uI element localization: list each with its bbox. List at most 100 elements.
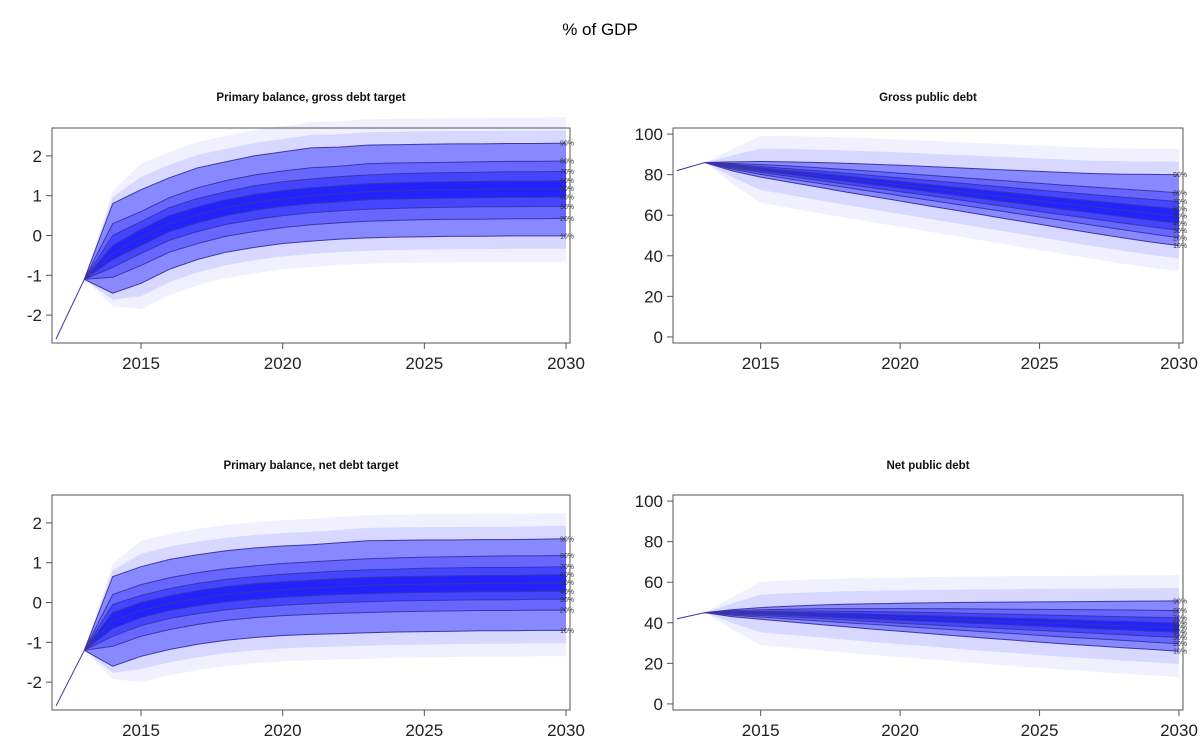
y-tick-label: 1 bbox=[33, 187, 42, 206]
quantile-line bbox=[704, 610, 1180, 619]
fan-band bbox=[84, 574, 567, 651]
quantile-label: 10% bbox=[560, 628, 574, 635]
quantile-line bbox=[704, 162, 1180, 224]
quantile-line bbox=[84, 609, 566, 651]
y-tick-label: 0 bbox=[33, 594, 42, 613]
quantile-line bbox=[704, 608, 1180, 614]
x-tick-label: 2020 bbox=[264, 721, 302, 740]
page-title: % of GDP bbox=[562, 20, 638, 39]
history-line bbox=[55, 279, 85, 340]
y-tick-label: -1 bbox=[27, 633, 42, 652]
quantile-line bbox=[704, 162, 1180, 194]
quantile-label: 30% bbox=[1173, 635, 1187, 642]
fan-band bbox=[84, 599, 567, 651]
quantile-line bbox=[83, 566, 567, 651]
chart-panel-4: Net public debt90%80%70%60%50%40%30%20%1… bbox=[635, 460, 1198, 740]
quantile-line bbox=[704, 612, 1180, 629]
y-tick-label: 80 bbox=[644, 533, 663, 552]
quantile-label: 40% bbox=[560, 589, 574, 596]
quantile-label: 30% bbox=[560, 597, 574, 604]
fan-band bbox=[84, 161, 567, 280]
y-tick-label: 1 bbox=[33, 554, 42, 573]
x-tick-label: 2030 bbox=[547, 721, 585, 740]
chart-title: Net public debt bbox=[886, 460, 969, 472]
y-tick-label: 60 bbox=[644, 206, 663, 225]
fan-band bbox=[704, 162, 1179, 231]
quantile-line bbox=[704, 162, 1180, 217]
y-tick-label: -1 bbox=[27, 266, 42, 285]
quantile-line bbox=[704, 612, 1180, 645]
quantile-label: 80% bbox=[1173, 190, 1187, 197]
chart-title: Primary balance, gross debt target bbox=[216, 92, 405, 104]
fan-band bbox=[704, 600, 1179, 613]
quantile-label: 30% bbox=[1173, 228, 1187, 235]
x-tick-label: 2025 bbox=[405, 721, 443, 740]
x-tick-label: 2020 bbox=[881, 354, 919, 373]
history-line bbox=[55, 650, 85, 707]
x-tick-label: 2015 bbox=[122, 721, 160, 740]
quantile-label: 60% bbox=[1173, 620, 1187, 627]
quantile-line bbox=[83, 538, 567, 651]
quantile-line bbox=[704, 612, 1180, 638]
quantile-line bbox=[83, 160, 567, 280]
fan-band bbox=[84, 196, 567, 280]
fan-band bbox=[704, 612, 1179, 652]
chart-title: Primary balance, net debt target bbox=[223, 460, 398, 472]
x-tick-label: 2020 bbox=[881, 721, 919, 740]
quantile-label: 70% bbox=[1173, 199, 1187, 206]
quantile-line bbox=[84, 217, 567, 280]
quantile-label: 40% bbox=[1173, 630, 1187, 637]
quantile-label: 40% bbox=[1173, 221, 1187, 228]
plot-frame bbox=[672, 494, 1184, 711]
quantile-line bbox=[704, 611, 1180, 624]
fan-band bbox=[704, 161, 1179, 193]
fan-band bbox=[84, 218, 567, 294]
x-tick-label: 2025 bbox=[1021, 721, 1059, 740]
quantile-label: 20% bbox=[1173, 641, 1187, 648]
fan-band bbox=[84, 206, 567, 280]
x-tick-label: 2025 bbox=[1021, 354, 1059, 373]
y-tick-label: 60 bbox=[644, 573, 663, 592]
quantile-line bbox=[83, 590, 566, 651]
quantile-label: 10% bbox=[1173, 243, 1187, 250]
fan-band bbox=[84, 171, 567, 280]
fan-band bbox=[84, 610, 567, 667]
quantile-line bbox=[83, 555, 567, 651]
quantile-line bbox=[83, 582, 567, 651]
fan-band bbox=[704, 162, 1179, 246]
quantile-label: 50% bbox=[1173, 625, 1187, 632]
quantile-line bbox=[704, 162, 1180, 247]
quantile-line bbox=[704, 612, 1180, 633]
chart-panel-2: Gross public debt90%80%70%60%50%40%30%20… bbox=[635, 92, 1198, 373]
quantile-line bbox=[83, 180, 567, 280]
x-tick-label: 2025 bbox=[405, 354, 443, 373]
quantile-line bbox=[84, 235, 566, 294]
y-tick-label: 0 bbox=[654, 328, 663, 347]
x-tick-label: 2030 bbox=[1160, 721, 1198, 740]
quantile-line bbox=[83, 188, 567, 280]
y-tick-label: 20 bbox=[644, 287, 663, 306]
y-tick-label: 40 bbox=[644, 247, 663, 266]
y-tick-label: 80 bbox=[644, 166, 663, 185]
quantile-line bbox=[83, 170, 567, 280]
quantile-line bbox=[704, 162, 1180, 210]
quantile-label: 80% bbox=[560, 553, 574, 560]
y-tick-label: 20 bbox=[644, 654, 663, 673]
quantile-label: 10% bbox=[560, 233, 574, 240]
y-tick-label: 0 bbox=[654, 695, 663, 714]
x-tick-label: 2015 bbox=[742, 721, 780, 740]
y-tick-label: 100 bbox=[635, 125, 663, 144]
quantile-label: 30% bbox=[560, 204, 574, 211]
quantile-label: 50% bbox=[560, 186, 574, 193]
quantile-label: 20% bbox=[1173, 235, 1187, 242]
chart-title: Gross public debt bbox=[879, 92, 977, 104]
fan-band bbox=[84, 555, 567, 651]
quantile-label: 60% bbox=[560, 572, 574, 579]
x-tick-label: 2030 bbox=[1160, 354, 1198, 373]
history-line bbox=[676, 612, 706, 620]
quantile-label: 90% bbox=[560, 141, 574, 148]
quantile-line bbox=[704, 160, 1180, 176]
quantile-line bbox=[84, 196, 567, 280]
quantile-label: 90% bbox=[560, 536, 574, 543]
